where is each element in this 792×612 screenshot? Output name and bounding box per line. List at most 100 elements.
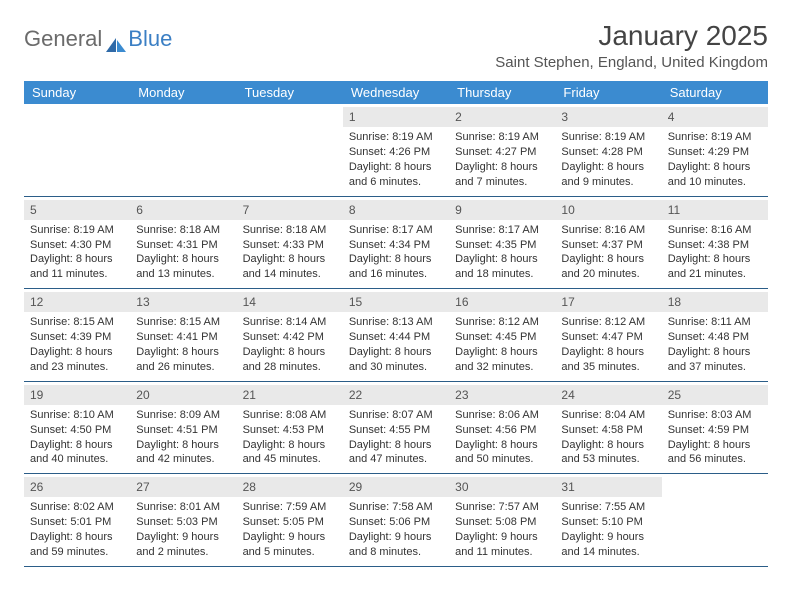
- day-cell: 28Sunrise: 7:59 AMSunset: 5:05 PMDayligh…: [237, 474, 343, 566]
- sunset-text: Sunset: 4:35 PM: [455, 238, 549, 253]
- sunrise-text: Sunrise: 8:02 AM: [30, 500, 124, 515]
- day-number: 11: [662, 200, 768, 220]
- day-number: 22: [343, 385, 449, 405]
- day-number: 15: [343, 292, 449, 312]
- day-number: 28: [237, 477, 343, 497]
- sunrise-text: Sunrise: 8:06 AM: [455, 408, 549, 423]
- day-cell: 14Sunrise: 8:14 AMSunset: 4:42 PMDayligh…: [237, 289, 343, 381]
- day-header: Monday: [130, 81, 236, 104]
- sunset-text: Sunset: 4:44 PM: [349, 330, 443, 345]
- sunrise-text: Sunrise: 8:13 AM: [349, 315, 443, 330]
- day-cell: 8Sunrise: 8:17 AMSunset: 4:34 PMDaylight…: [343, 197, 449, 289]
- sunrise-text: Sunrise: 8:08 AM: [243, 408, 337, 423]
- sunrise-text: Sunrise: 8:12 AM: [455, 315, 549, 330]
- day-number: 6: [130, 200, 236, 220]
- day-cell: 3Sunrise: 8:19 AMSunset: 4:28 PMDaylight…: [555, 104, 661, 196]
- sunrise-text: Sunrise: 8:12 AM: [561, 315, 655, 330]
- sunset-text: Sunset: 4:30 PM: [30, 238, 124, 253]
- sunset-text: Sunset: 5:06 PM: [349, 515, 443, 530]
- daylight-text: Daylight: 8 hours and 47 minutes.: [349, 438, 443, 468]
- day-cell: [237, 104, 343, 196]
- sunrise-text: Sunrise: 8:19 AM: [668, 130, 762, 145]
- day-cell: 5Sunrise: 8:19 AMSunset: 4:30 PMDaylight…: [24, 197, 130, 289]
- sunrise-text: Sunrise: 8:04 AM: [561, 408, 655, 423]
- day-cell: 7Sunrise: 8:18 AMSunset: 4:33 PMDaylight…: [237, 197, 343, 289]
- daylight-text: Daylight: 9 hours and 8 minutes.: [349, 530, 443, 560]
- day-number: 25: [662, 385, 768, 405]
- day-number: 29: [343, 477, 449, 497]
- sunrise-text: Sunrise: 8:19 AM: [30, 223, 124, 238]
- sunset-text: Sunset: 4:33 PM: [243, 238, 337, 253]
- day-cell: 16Sunrise: 8:12 AMSunset: 4:45 PMDayligh…: [449, 289, 555, 381]
- day-header: Tuesday: [237, 81, 343, 104]
- sunset-text: Sunset: 4:51 PM: [136, 423, 230, 438]
- day-cell: 15Sunrise: 8:13 AMSunset: 4:44 PMDayligh…: [343, 289, 449, 381]
- day-cell: 21Sunrise: 8:08 AMSunset: 4:53 PMDayligh…: [237, 382, 343, 474]
- sunrise-text: Sunrise: 8:16 AM: [561, 223, 655, 238]
- daylight-text: Daylight: 8 hours and 10 minutes.: [668, 160, 762, 190]
- day-cell: 24Sunrise: 8:04 AMSunset: 4:58 PMDayligh…: [555, 382, 661, 474]
- day-number: 20: [130, 385, 236, 405]
- sunrise-text: Sunrise: 8:11 AM: [668, 315, 762, 330]
- day-number: 14: [237, 292, 343, 312]
- sunrise-text: Sunrise: 8:19 AM: [349, 130, 443, 145]
- sunset-text: Sunset: 4:39 PM: [30, 330, 124, 345]
- day-number: 26: [24, 477, 130, 497]
- sunrise-text: Sunrise: 8:14 AM: [243, 315, 337, 330]
- day-cell: 1 Sunrise: 8:19 AMSunset: 4:26 PMDaylight…: [343, 104, 449, 196]
- sunrise-text: Sunrise: 8:10 AM: [30, 408, 124, 423]
- day-header: Thursday: [449, 81, 555, 104]
- logo-text-1: General: [24, 26, 102, 52]
- daylight-text: Daylight: 8 hours and 23 minutes.: [30, 345, 124, 375]
- daylight-text: Daylight: 8 hours and 26 minutes.: [136, 345, 230, 375]
- day-cell: 20Sunrise: 8:09 AMSunset: 4:51 PMDayligh…: [130, 382, 236, 474]
- sunset-text: Sunset: 4:41 PM: [136, 330, 230, 345]
- calendar: Sunday Monday Tuesday Wednesday Thursday…: [24, 81, 768, 567]
- daylight-text: Daylight: 8 hours and 11 minutes.: [30, 252, 124, 282]
- sunset-text: Sunset: 5:10 PM: [561, 515, 655, 530]
- day-cell: 18Sunrise: 8:11 AMSunset: 4:48 PMDayligh…: [662, 289, 768, 381]
- daylight-text: Daylight: 8 hours and 53 minutes.: [561, 438, 655, 468]
- logo: General Blue: [24, 26, 172, 52]
- sunset-text: Sunset: 4:56 PM: [455, 423, 549, 438]
- day-header: Wednesday: [343, 81, 449, 104]
- day-cell: 2Sunrise: 8:19 AMSunset: 4:27 PMDaylight…: [449, 104, 555, 196]
- daylight-text: Daylight: 9 hours and 11 minutes.: [455, 530, 549, 560]
- day-header: Sunday: [24, 81, 130, 104]
- sunset-text: Sunset: 4:26 PM: [349, 145, 443, 160]
- day-number: 21: [237, 385, 343, 405]
- daylight-text: Daylight: 8 hours and 16 minutes.: [349, 252, 443, 282]
- day-number: 27: [130, 477, 236, 497]
- day-cell: 17 Sunrise: 8:12 AMSunset: 4:47 PMDayligh…: [555, 289, 661, 381]
- day-header-row: Sunday Monday Tuesday Wednesday Thursday…: [24, 81, 768, 104]
- day-number: 7: [237, 200, 343, 220]
- sunrise-text: Sunrise: 8:03 AM: [668, 408, 762, 423]
- sunrise-text: Sunrise: 7:55 AM: [561, 500, 655, 515]
- day-cell: 6Sunrise: 8:18 AMSunset: 4:31 PMDaylight…: [130, 197, 236, 289]
- daylight-text: Daylight: 8 hours and 35 minutes.: [561, 345, 655, 375]
- daylight-text: Daylight: 8 hours and 18 minutes.: [455, 252, 549, 282]
- sunrise-text: Sunrise: 8:19 AM: [561, 130, 655, 145]
- day-cell: 27Sunrise: 8:01 AMSunset: 5:03 PMDayligh…: [130, 474, 236, 566]
- day-cell: [130, 104, 236, 196]
- weeks-container: 1Sunrise: 8:19 AMSunset: 4:26 PMDaylight…: [24, 104, 768, 567]
- daylight-text: Daylight: 8 hours and 6 minutes.: [349, 160, 443, 190]
- daylight-text: Daylight: 8 hours and 20 minutes.: [561, 252, 655, 282]
- sunset-text: Sunset: 4:47 PM: [561, 330, 655, 345]
- day-number: 1: [343, 107, 449, 127]
- week-row: 19Sunrise: 8:10 AMSunset: 4:50 PMDayligh…: [24, 382, 768, 475]
- daylight-text: Daylight: 8 hours and 14 minutes.: [243, 252, 337, 282]
- sunset-text: Sunset: 4:59 PM: [668, 423, 762, 438]
- sunset-text: Sunset: 4:28 PM: [561, 145, 655, 160]
- week-row: 26Sunrise: 8:02 AMSunset: 5:01 PMDayligh…: [24, 474, 768, 567]
- day-cell: 31Sunrise: 7:55 AMSunset: 5:10 PMDayligh…: [555, 474, 661, 566]
- sunrise-text: Sunrise: 8:18 AM: [136, 223, 230, 238]
- day-number: 19: [24, 385, 130, 405]
- sunset-text: Sunset: 4:27 PM: [455, 145, 549, 160]
- sunrise-text: Sunrise: 8:15 AM: [30, 315, 124, 330]
- sunset-text: Sunset: 4:53 PM: [243, 423, 337, 438]
- sunrise-text: Sunrise: 8:16 AM: [668, 223, 762, 238]
- day-cell: 19Sunrise: 8:10 AMSunset: 4:50 PMDayligh…: [24, 382, 130, 474]
- sunrise-text: Sunrise: 7:59 AM: [243, 500, 337, 515]
- day-number: 17: [555, 292, 661, 312]
